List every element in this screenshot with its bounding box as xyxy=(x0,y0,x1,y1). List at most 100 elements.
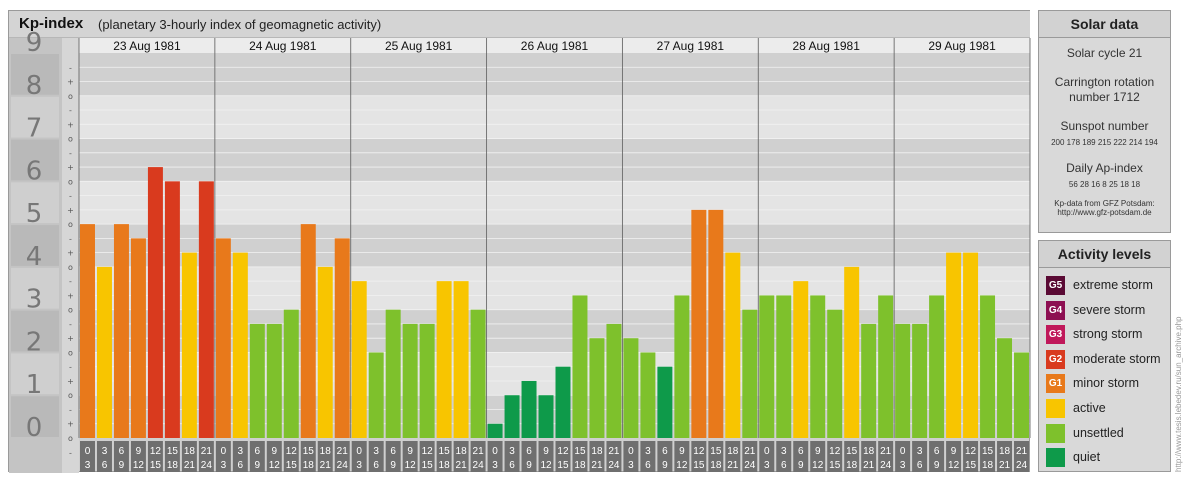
hour-label-top: 0 xyxy=(900,446,906,457)
kp-axis-band xyxy=(11,139,59,181)
thirds-symbol: + xyxy=(67,249,74,258)
hour-label-top: 12 xyxy=(965,446,977,457)
kp-bar xyxy=(164,181,180,439)
hour-label-top: 12 xyxy=(422,446,434,457)
activity-levels-panel: Activity levels G5 extreme storm G4 severe … xyxy=(1038,240,1171,472)
hour-label-top: 9 xyxy=(679,446,685,457)
thirds-symbol: o xyxy=(68,391,73,400)
kp-bar xyxy=(929,295,945,438)
kp-chart: 23 Aug 1981 24 Aug 1981 25 Aug 1981 26 Aug … xyxy=(9,11,1031,473)
hour-label-bottom: 24 xyxy=(473,460,485,471)
thirds-symbol: - xyxy=(69,320,72,329)
hour-label-bottom: 12 xyxy=(133,460,145,471)
activity-level-label: quiet xyxy=(1073,450,1101,465)
hour-label-top: 12 xyxy=(693,446,705,457)
kp-bar xyxy=(147,167,163,439)
hour-label-top: 12 xyxy=(829,446,841,457)
hour-box xyxy=(776,441,792,472)
hour-box xyxy=(402,441,418,472)
hour-label-bottom: 24 xyxy=(1016,460,1028,471)
hour-box xyxy=(980,441,996,472)
thirds-symbol: o xyxy=(68,263,73,272)
thirds-symbol: - xyxy=(69,149,72,158)
hour-label-bottom: 15 xyxy=(557,460,569,471)
hour-label-bottom: 24 xyxy=(201,460,213,471)
hour-label-bottom: 15 xyxy=(965,460,977,471)
hour-box xyxy=(572,441,588,472)
activity-level-label: moderate storm xyxy=(1073,351,1161,366)
activity-level-label: severe storm xyxy=(1073,302,1146,317)
hour-label-top: 9 xyxy=(272,446,278,457)
hour-label-top: 18 xyxy=(727,446,739,457)
kp-chart-panel: 23 Aug 1981 24 Aug 1981 25 Aug 1981 26 Aug … xyxy=(8,10,1031,473)
hour-box xyxy=(232,441,248,472)
thirds-symbol: - xyxy=(69,405,72,414)
thirds-symbol: + xyxy=(67,120,74,129)
hour-label-bottom: 9 xyxy=(662,460,668,471)
kp-axis-band xyxy=(11,54,59,95)
thirds-symbol: + xyxy=(67,291,74,300)
date-label: 26 Aug 1981 xyxy=(521,39,589,53)
hour-label-bottom: 12 xyxy=(676,460,688,471)
y-tick-label: 4 xyxy=(26,242,43,272)
kp-bar xyxy=(470,309,486,438)
hour-box xyxy=(198,441,214,472)
hour-box xyxy=(708,441,724,472)
kp-bar xyxy=(589,338,605,438)
hour-label-bottom: 21 xyxy=(456,460,468,471)
hour-box xyxy=(606,441,622,472)
activity-level-quiet: quiet xyxy=(1046,448,1171,468)
thirds-symbol: - xyxy=(69,192,72,201)
hour-label-top: 12 xyxy=(286,446,298,457)
hour-box xyxy=(861,441,877,472)
carrington-line2: number 1712 xyxy=(1069,90,1140,104)
hour-box xyxy=(640,441,656,472)
thirds-symbol: - xyxy=(69,234,72,243)
hour-label-bottom: 6 xyxy=(781,460,787,471)
chart-header-strip xyxy=(9,11,1030,38)
hour-label-bottom: 12 xyxy=(812,460,824,471)
hour-label-bottom: 3 xyxy=(221,460,227,471)
activity-level-swatch xyxy=(1046,399,1065,418)
kp-band xyxy=(79,138,1030,182)
hour-label-bottom: 18 xyxy=(303,460,315,471)
hour-label-bottom: 18 xyxy=(710,460,722,471)
hour-label-bottom: 18 xyxy=(846,460,858,471)
thirds-symbol: - xyxy=(69,106,72,115)
kp-bar xyxy=(113,224,129,438)
thirds-symbol: o xyxy=(68,92,73,101)
kp-bar xyxy=(691,209,707,438)
kp-bar xyxy=(249,323,265,438)
hour-label-bottom: 18 xyxy=(439,460,451,471)
hour-label-top: 21 xyxy=(608,446,620,457)
ap-heading: Daily Ap-index xyxy=(1066,161,1143,175)
hour-label-bottom: 18 xyxy=(167,460,179,471)
hour-label-top: 6 xyxy=(662,446,668,457)
kp-bar xyxy=(487,423,503,438)
hour-label-bottom: 3 xyxy=(492,460,498,471)
kp-bar xyxy=(419,323,435,438)
hour-label-top: 6 xyxy=(119,446,125,457)
hour-box xyxy=(827,441,843,472)
y-tick-label: 5 xyxy=(26,199,43,229)
hour-label-top: 6 xyxy=(934,446,940,457)
ap-values: 56 28 16 8 25 18 18 xyxy=(1068,180,1141,189)
kp-bar xyxy=(232,252,248,438)
hour-label-top: 21 xyxy=(1016,446,1028,457)
hour-label-top: 12 xyxy=(150,446,162,457)
hour-label-top: 9 xyxy=(815,446,821,457)
kp-bar xyxy=(640,352,656,438)
hour-label-top: 15 xyxy=(574,446,586,457)
hour-box xyxy=(691,441,707,472)
hour-label-top: 6 xyxy=(526,446,532,457)
hour-label-bottom: 12 xyxy=(540,460,552,471)
hour-box xyxy=(1014,441,1029,472)
hour-label-top: 0 xyxy=(221,446,227,457)
hour-label-bottom: 21 xyxy=(320,460,332,471)
kp-bar xyxy=(504,395,520,438)
kp-bar xyxy=(572,295,588,438)
activity-level-label: strong storm xyxy=(1073,327,1143,342)
kp-bar xyxy=(436,281,452,438)
kp-bar xyxy=(521,380,537,438)
activity-level-severe-storm: G4 severe storm xyxy=(1046,300,1171,321)
